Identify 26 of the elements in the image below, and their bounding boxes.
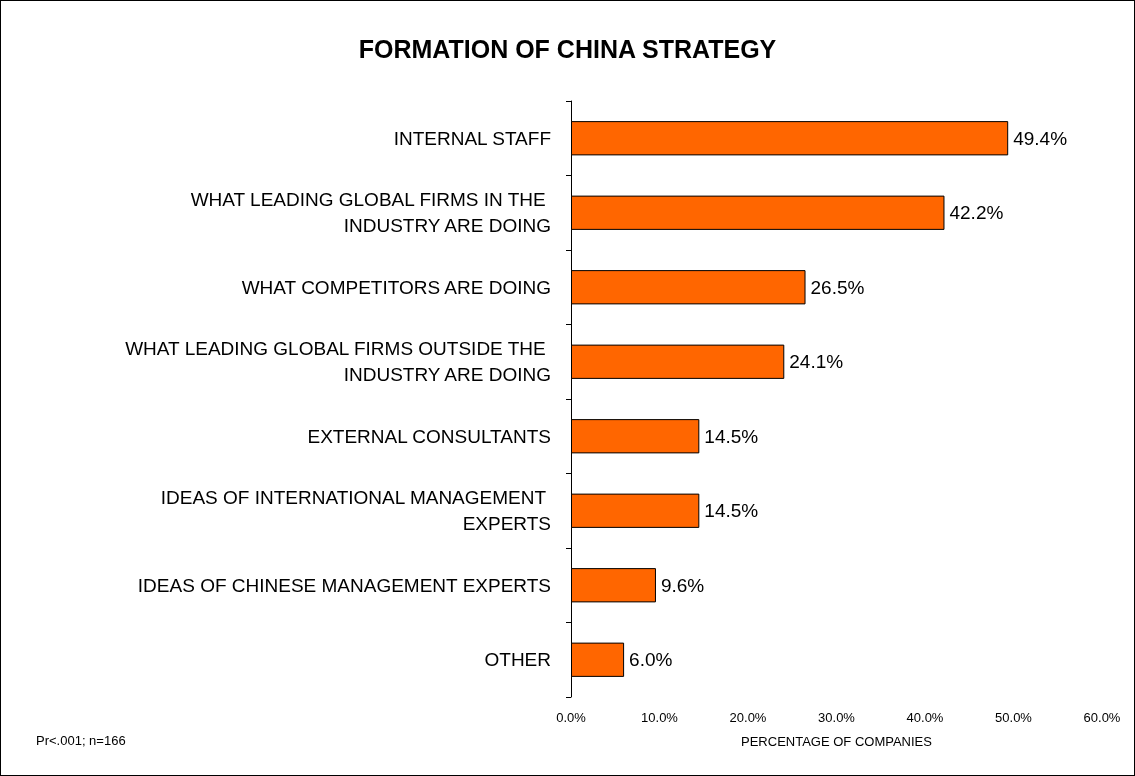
data-label: 6.0% xyxy=(629,649,673,671)
y-tick-label: OTHER xyxy=(484,649,551,671)
x-tick-label: 30.0% xyxy=(818,710,856,725)
x-tick-label: 0.0% xyxy=(556,710,587,725)
text: Pr<.001; n=166 xyxy=(36,733,126,748)
x-axis-title: PERCENTAGE OF COMPANIES xyxy=(741,734,933,749)
y-tick-label: WHAT LEADING GLOBAL FIRMS IN THE INDUSTRY ARE DOING xyxy=(190,189,551,237)
x-tick-label: 20.0% xyxy=(729,710,767,725)
y-tick-label: INTERNAL STAFF xyxy=(393,127,551,149)
data-label: 24.1% xyxy=(789,351,844,373)
x-tick-label: 50.0% xyxy=(995,710,1033,725)
y-tick-label: EXTERNAL CONSULTANTS xyxy=(307,425,551,447)
data-label: 42.2% xyxy=(949,202,1004,224)
data-label: 14.5% xyxy=(704,500,759,522)
x-tick-label: 60.0% xyxy=(1083,710,1121,725)
data-label: 9.6% xyxy=(660,574,705,596)
y-tick-label: IDEAS OF CHINESE MANAGEMENT EXPERTS xyxy=(137,574,551,596)
y-tick-label: IDEAS OF INTERNATIONAL MANAGEMENT EXPERTS xyxy=(160,487,551,535)
x-tick-label: 10.0% xyxy=(641,710,679,725)
data-label: 49.4% xyxy=(1013,127,1068,149)
y-tick-label: WHAT COMPETITORS ARE DOING xyxy=(241,276,551,298)
x-tick-label: 40.0% xyxy=(906,710,944,725)
chart-title: FORMATION OF CHINA STRATEGY xyxy=(358,34,777,63)
y-tick-label: WHAT LEADING GLOBAL FIRMS OUTSIDE THE INDUSTRY ARE DOING xyxy=(125,338,551,386)
data-label: 26.5% xyxy=(810,276,865,298)
data-label: 14.5% xyxy=(704,425,759,447)
